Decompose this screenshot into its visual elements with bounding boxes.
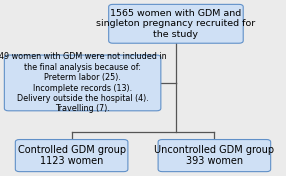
FancyBboxPatch shape [4, 55, 161, 111]
FancyBboxPatch shape [109, 4, 243, 43]
Text: Controlled GDM group
1123 women: Controlled GDM group 1123 women [17, 145, 126, 166]
Text: 1565 women with GDM and
singleton pregnancy recruited for
the study: 1565 women with GDM and singleton pregna… [96, 9, 256, 39]
Text: Uncontrolled GDM group
393 women: Uncontrolled GDM group 393 women [154, 145, 275, 166]
Text: 49 women with GDM were not included in
the final analysis because of:
Preterm la: 49 women with GDM were not included in t… [0, 52, 166, 113]
FancyBboxPatch shape [15, 140, 128, 172]
FancyBboxPatch shape [158, 140, 271, 172]
